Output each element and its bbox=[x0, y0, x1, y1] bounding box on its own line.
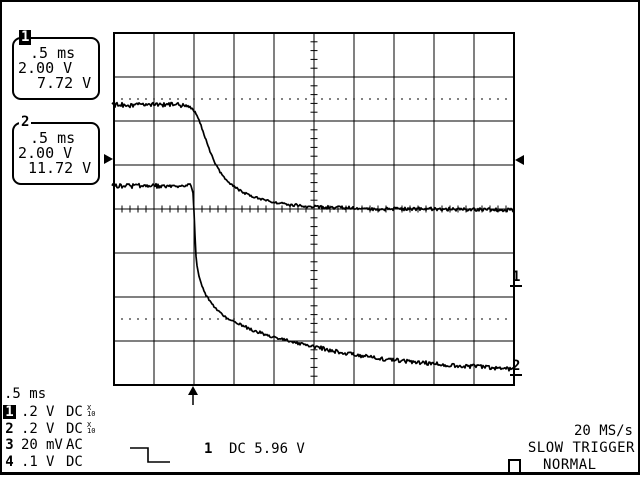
falling-edge-trigger-icon bbox=[130, 447, 170, 463]
ch1-probe-x10: X 10 bbox=[87, 404, 96, 418]
ch1-voltage-readout: 7.72 V bbox=[28, 74, 92, 92]
ch2-probe-x10: X 10 bbox=[87, 420, 96, 435]
channel-2-readout-box: 2 .5 ms 2.00 V 11.72 V bbox=[12, 115, 100, 185]
ch4-number-badge: 4 bbox=[5, 453, 14, 470]
ch4-volts-per-div: .1 bbox=[21, 453, 38, 470]
ch4-coupling: DC bbox=[66, 453, 83, 470]
channel-2-settings-row: 2 .2 V DC X 10 bbox=[3, 420, 96, 439]
ch2-number-badge: 2 bbox=[5, 420, 14, 437]
ch2-timebase-readout: .5 ms bbox=[30, 129, 76, 147]
channel-2-ground-marker: 2 bbox=[510, 358, 523, 376]
ch2-scale-readout: 2.00 V bbox=[18, 144, 73, 162]
ch3-volts-per-div: 20 bbox=[21, 437, 38, 453]
channel-1-ground-marker: 1 bbox=[510, 269, 523, 287]
channel-4-settings-row: 4 .1 V DC bbox=[3, 455, 95, 472]
ch2-voltage-readout: 11.72 V bbox=[28, 159, 92, 177]
channel-1-settings-row: 1 .2 V DC X 10 bbox=[3, 405, 95, 422]
ch1-coupling: DC bbox=[66, 404, 83, 420]
normal-mode-square-icon bbox=[508, 459, 521, 474]
channel-1-readout-box: 1 .5 ms 2.00 V 7.72 V bbox=[12, 30, 100, 100]
ch2-volts-per-div: .2 bbox=[21, 420, 38, 437]
ch1-scale-readout: 2.00 V bbox=[18, 59, 73, 77]
trigger-status-text: SLOW TRIGGER bbox=[527, 440, 635, 456]
ch3-coupling: AC bbox=[66, 437, 83, 453]
ch2-coupling: DC bbox=[66, 420, 83, 437]
ch1-number-badge: 1 bbox=[3, 405, 16, 419]
timebase-readout: .5 ms bbox=[4, 386, 47, 402]
ch2-probe-x: X bbox=[87, 420, 92, 429]
ch2-unit: V bbox=[46, 420, 55, 437]
ch1-volts-per-div: .2 bbox=[21, 404, 38, 420]
ch3-number-badge: 3 bbox=[5, 437, 14, 453]
acquisition-mode-text: NORMAL bbox=[543, 457, 597, 473]
channel-settings-list: 1 .2 V DC X 10 2 .2 V DC X 10 3 20 mV AC 4… bbox=[3, 405, 95, 471]
ch1-probe-x: X bbox=[87, 404, 92, 412]
ch3-unit: mV bbox=[46, 437, 63, 453]
ch1-unit: V bbox=[46, 404, 55, 420]
trigger-level-readout: DC 5.96 V bbox=[229, 441, 305, 457]
ch1-probe-mult: 10 bbox=[87, 410, 96, 418]
channel-1-badge: 1 bbox=[19, 29, 32, 45]
trigger-source: 1 bbox=[204, 441, 213, 457]
ch2-probe-mult: 10 bbox=[87, 426, 96, 435]
channel-3-settings-row: 3 20 mV AC bbox=[3, 438, 95, 455]
sample-rate-readout: 20 MS/s bbox=[573, 423, 633, 439]
ch4-unit: V bbox=[46, 453, 55, 470]
channel-2-badge: 2 bbox=[19, 114, 32, 130]
ch1-timebase-readout: .5 ms bbox=[30, 44, 76, 62]
